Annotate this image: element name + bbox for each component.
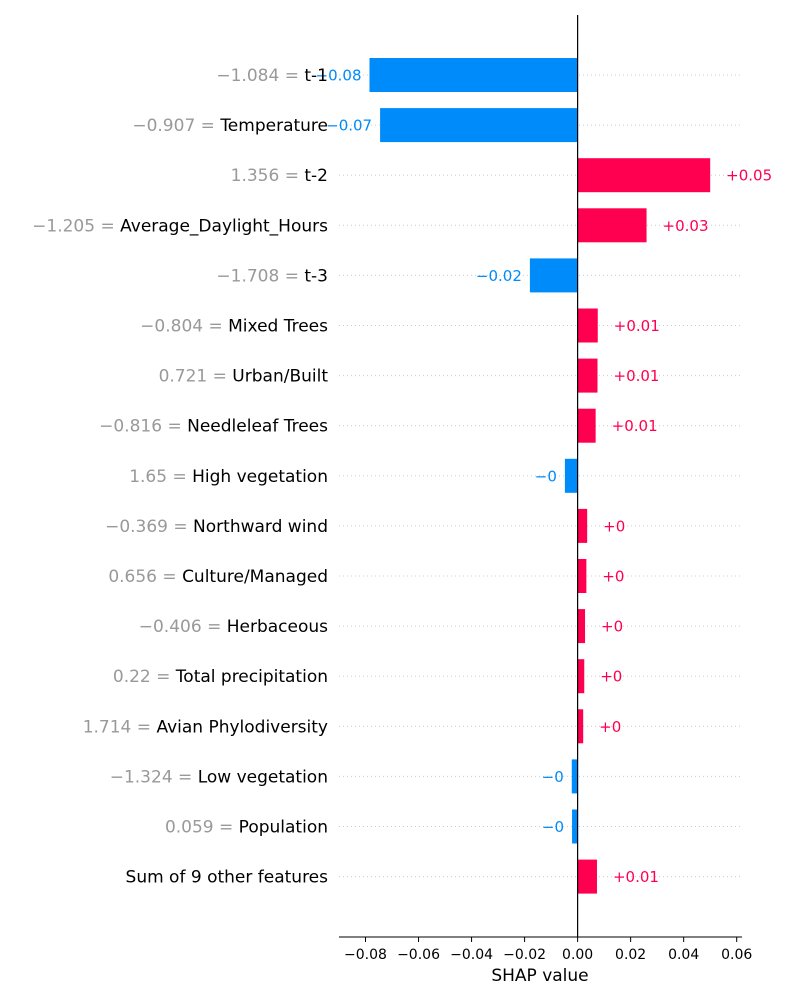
bar-value-label: +0.01 [614,317,660,335]
feature-name: High vegetation [192,467,328,487]
shap-bar [529,258,578,293]
shap-bar [577,859,597,894]
feature-label: 1.65 = High vegetation [129,467,328,487]
feature-label: −0.369 = Northward wind [105,517,328,537]
bar-value-label: −0.02 [476,267,522,285]
feature-value: 0.656 = [108,567,182,587]
feature-value: −1.708 = [216,266,304,286]
shap-bar [369,58,578,92]
feature-label: 1.356 = t-2 [231,166,328,186]
feature-name: Average_Daylight_Hours [120,216,328,236]
feature-value: 0.059 = [165,818,239,838]
feature-name: Urban/Built [232,367,328,387]
bar-value-label: −0.07 [326,117,372,135]
feature-value: −0.406 = [139,617,227,637]
feature-value: 1.65 = [129,467,192,487]
feature-name: Population [239,818,328,838]
feature-label: −0.406 = Herbaceous [139,617,328,637]
feature-value: 0.22 = [113,667,176,687]
feature-label: −1.324 = Low vegetation [110,767,328,787]
feature-name: Needleleaf Trees [187,417,328,437]
shap-bar [571,759,578,794]
shap-bar [577,709,584,744]
feature-labels: −0.08−1.084 = t-1−0.07−0.907 = Temperatu… [32,66,772,888]
feature-value: −0.369 = [105,517,193,537]
feature-value: −0.804 = [140,317,228,337]
bar-value-label: +0 [603,517,625,535]
feature-value: −1.084 = [216,66,304,86]
bar-value-label: +0.03 [663,217,709,235]
feature-name: Sum of 9 other features [126,868,329,888]
shap-bar [577,208,647,243]
shap-bar [577,559,587,593]
bar-value-label: +0 [602,568,624,586]
x-tick-label: −0.02 [503,947,546,963]
feature-value: −1.205 = [32,216,120,236]
feature-label: 1.714 = Avian Phylodiversity [83,717,328,737]
feature-name: t-3 [304,266,328,286]
feature-value: 1.714 = [83,717,157,737]
feature-label: −0.907 = Temperature [132,116,328,136]
shap-bar [577,158,711,193]
x-axis: −0.08 −0.06 −0.04 −0.02 0.00 0.02 0.04 0.06 [339,15,752,963]
feature-label: −0.804 = Mixed Trees [140,317,328,337]
shap-bar [380,108,578,143]
feature-label: −1.205 = Average_Daylight_Hours [32,216,328,236]
feature-label: 0.22 = Total precipitation [113,667,328,687]
x-tick-label: −0.06 [397,947,440,963]
bar-value-label: −0 [542,818,564,836]
bar-value-label: +0 [599,718,621,736]
feature-value: −0.907 = [132,116,220,136]
shap-bar [577,358,598,393]
bar-value-label: −0.08 [316,67,362,85]
feature-name: Low vegetation [198,767,328,787]
feature-name: Total precipitation [175,667,328,687]
x-tick-label: 0.00 [562,947,593,963]
bars [369,58,711,894]
shap-bar [577,659,585,694]
shap-bar [564,458,578,493]
feature-value: 1.356 = [231,166,305,186]
feature-label: −0.816 = Needleleaf Trees [99,417,328,437]
feature-label: −1.708 = t-3 [216,266,328,286]
bar-value-label: +0 [601,618,623,636]
feature-name: t-2 [304,166,328,186]
feature-name: Mixed Trees [228,317,328,337]
bar-value-label: +0.01 [613,868,659,886]
bar-value-label: −0 [542,768,564,786]
shap-bar [572,809,578,844]
bar-value-label: +0 [600,668,622,686]
bar-value-label: +0.01 [614,367,660,385]
shap-bar [577,508,588,543]
feature-label: 0.721 = Urban/Built [159,367,329,387]
x-tick-label: 0.04 [668,947,699,963]
x-tick-label: 0.02 [615,947,646,963]
shap-bar [577,408,596,443]
bar-value-label: −0 [535,467,557,485]
x-tick-label: −0.04 [450,947,493,963]
x-axis-label: SHAP value [491,966,588,986]
feature-label: −1.084 = t-1 [216,66,328,86]
bar-value-label: +0.01 [612,417,658,435]
feature-value: −0.816 = [99,417,187,437]
shap-bar [577,609,586,644]
feature-name: Herbaceous [227,617,328,637]
shap-bar [577,308,598,343]
feature-value: −1.324 = [110,767,198,787]
feature-label: 0.656 = Culture/Managed [108,567,328,587]
feature-name: Culture/Managed [182,567,328,587]
feature-label: Sum of 9 other features [126,868,329,888]
bar-value-label: +0.05 [726,167,772,185]
feature-name: Temperature [219,116,328,136]
feature-label: 0.059 = Population [165,818,328,838]
feature-name: t-1 [304,66,328,86]
x-tick-label: 0.06 [721,947,752,963]
feature-name: Avian Phylodiversity [156,717,328,737]
feature-name: Northward wind [193,517,328,537]
feature-value: 0.721 = [159,367,233,387]
x-tick-label: −0.08 [344,947,387,963]
